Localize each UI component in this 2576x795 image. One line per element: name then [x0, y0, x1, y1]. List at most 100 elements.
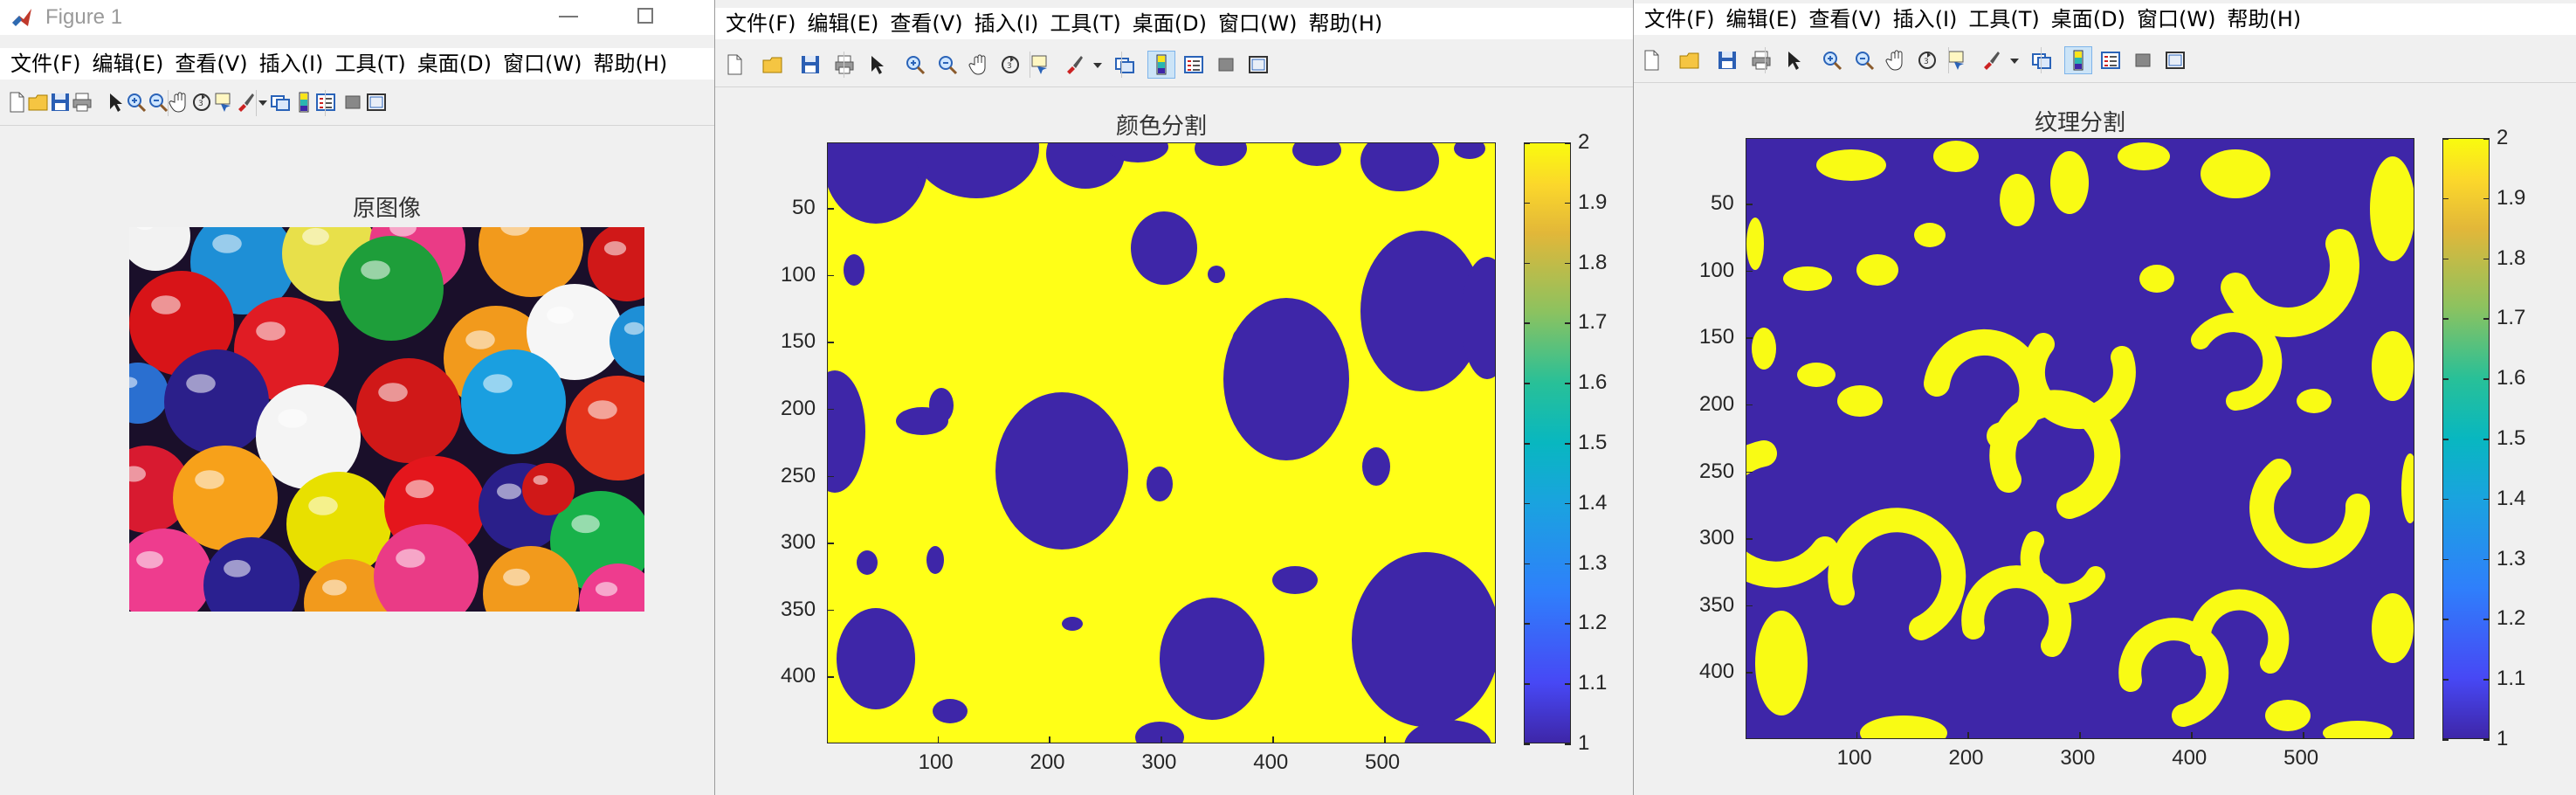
svg-text:3: 3 [1924, 58, 1929, 66]
colorbar-icon[interactable] [2063, 46, 2092, 74]
x-tick-label: 400 [1253, 750, 1289, 774]
new-file-icon[interactable] [4, 90, 29, 114]
rotate-3d-icon[interactable]: 3 [189, 90, 214, 114]
gumball [479, 227, 583, 297]
menu-help[interactable]: 帮助(H) [2227, 7, 2302, 31]
legend-icon[interactable] [2097, 47, 2124, 73]
print-icon[interactable] [1748, 47, 1774, 73]
pan-hand-icon[interactable] [1884, 47, 1910, 73]
menu-tools[interactable]: 工具(T) [1050, 11, 1121, 36]
brush-dropdown-icon[interactable] [1085, 52, 1111, 78]
brush-icon[interactable] [1061, 52, 1087, 78]
gumball [164, 349, 269, 454]
legend-icon[interactable] [313, 90, 338, 114]
menu-insert[interactable]: 插入(I) [974, 11, 1039, 36]
menu-window[interactable]: 窗口(W) [503, 52, 582, 76]
gumball-highlight [378, 383, 408, 402]
gumball-highlight [186, 374, 216, 393]
menu-help[interactable]: 帮助(H) [593, 52, 668, 76]
menu-view[interactable]: 查看(V) [890, 11, 963, 36]
open-folder-icon[interactable] [26, 90, 51, 114]
zoom-in-icon[interactable] [124, 90, 148, 114]
menu-file[interactable]: 文件(F) [1644, 7, 1715, 31]
colorbar-tick-label: 2 [1578, 130, 1590, 154]
save-icon[interactable] [48, 90, 72, 114]
data-cursor-icon[interactable] [212, 90, 237, 114]
hide-plot-tools-icon[interactable] [341, 90, 365, 114]
y-tick-mark [827, 676, 834, 678]
gumball-highlight [308, 496, 338, 515]
menu-edit[interactable]: 编辑(E) [92, 52, 164, 76]
gumball-highlight [136, 550, 163, 569]
gumball-highlight [405, 480, 434, 499]
zoom-out-icon[interactable] [1851, 47, 1877, 73]
print-icon[interactable] [70, 90, 94, 114]
pan-hand-icon[interactable] [967, 52, 993, 78]
hide-plot-tools-icon[interactable] [2130, 47, 2156, 73]
brush-icon[interactable] [1978, 47, 2004, 73]
menu-edit[interactable]: 编辑(E) [807, 11, 879, 36]
show-plot-tools-icon[interactable] [364, 90, 389, 114]
link-plot-icon[interactable] [268, 90, 293, 114]
save-icon[interactable] [1714, 47, 1740, 73]
save-icon[interactable] [797, 52, 823, 78]
pointer-icon[interactable] [1780, 47, 1806, 73]
zoom-out-icon[interactable] [934, 52, 961, 78]
gumball [339, 236, 444, 341]
pointer-icon[interactable] [102, 90, 127, 114]
colorbar-tick-mark [1565, 623, 1571, 625]
x-tick-mark [1049, 736, 1050, 743]
menu-insert[interactable]: 插入(I) [1892, 7, 1958, 31]
menu-file[interactable]: 文件(F) [10, 52, 81, 76]
menu-file[interactable]: 文件(F) [726, 11, 796, 36]
brush-dropdown-icon[interactable] [251, 90, 275, 114]
menu-view[interactable]: 查看(V) [175, 52, 248, 76]
menu-desktop[interactable]: 桌面(D) [1132, 11, 1207, 36]
show-plot-tools-icon[interactable] [1245, 52, 1271, 78]
menu-insert[interactable]: 插入(I) [258, 52, 324, 76]
toolbar-separator [2041, 47, 2042, 73]
menu-window[interactable]: 窗口(W) [1218, 11, 1298, 36]
minimize-button[interactable] [559, 16, 578, 17]
open-folder-icon[interactable] [1677, 47, 1703, 73]
data-cursor-icon[interactable] [1028, 52, 1054, 78]
menu-window[interactable]: 窗口(W) [2137, 7, 2216, 31]
y-tick-mark [1746, 471, 1753, 474]
rotate-3d-icon[interactable]: 3 [1914, 47, 1940, 73]
menu-help[interactable]: 帮助(H) [1308, 11, 1383, 36]
pan-hand-icon[interactable] [168, 90, 192, 114]
colorbar-icon[interactable] [292, 90, 316, 114]
menu-tools[interactable]: 工具(T) [334, 52, 406, 76]
legend-icon[interactable] [1181, 52, 1207, 78]
maximize-button[interactable] [637, 8, 653, 24]
open-folder-icon[interactable] [760, 52, 786, 78]
rotate-3d-icon[interactable]: 3 [997, 52, 1023, 78]
brush-dropdown-icon[interactable] [2001, 47, 2028, 73]
menu-view[interactable]: 查看(V) [1808, 7, 1882, 31]
menu-tools[interactable]: 工具(T) [1968, 7, 2040, 31]
show-plot-tools-icon[interactable] [2162, 47, 2188, 73]
new-file-icon[interactable] [721, 52, 747, 78]
zoom-out-icon[interactable] [146, 90, 170, 114]
colorbar-tick-mark [1565, 322, 1571, 324]
colorbar-tick-mark [1524, 322, 1530, 324]
new-file-icon[interactable] [1638, 47, 1664, 73]
title-bar: Figure 1 [0, 0, 714, 35]
colorbar-tick-label: 1 [1578, 731, 1590, 755]
pointer-icon[interactable] [863, 52, 889, 78]
zoom-in-icon[interactable] [902, 52, 928, 78]
colorbar-tick-mark [1565, 502, 1571, 505]
menu-desktop[interactable]: 桌面(D) [2050, 7, 2125, 31]
y-tick-mark [827, 342, 834, 343]
colorbar-tick-mark [2483, 679, 2490, 681]
colorbar-icon[interactable] [1147, 51, 1175, 79]
colorbar-tick-mark [2442, 739, 2449, 741]
brush-icon[interactable] [233, 90, 258, 114]
menu-edit[interactable]: 编辑(E) [1725, 7, 1798, 31]
y-tick-mark [1746, 270, 1753, 273]
hide-plot-tools-icon[interactable] [1213, 52, 1239, 78]
link-plot-icon[interactable] [1112, 52, 1138, 78]
colorbar-tick-label: 1.3 [2497, 546, 2526, 570]
zoom-in-icon[interactable] [1819, 47, 1845, 73]
menu-desktop[interactable]: 桌面(D) [417, 52, 492, 76]
